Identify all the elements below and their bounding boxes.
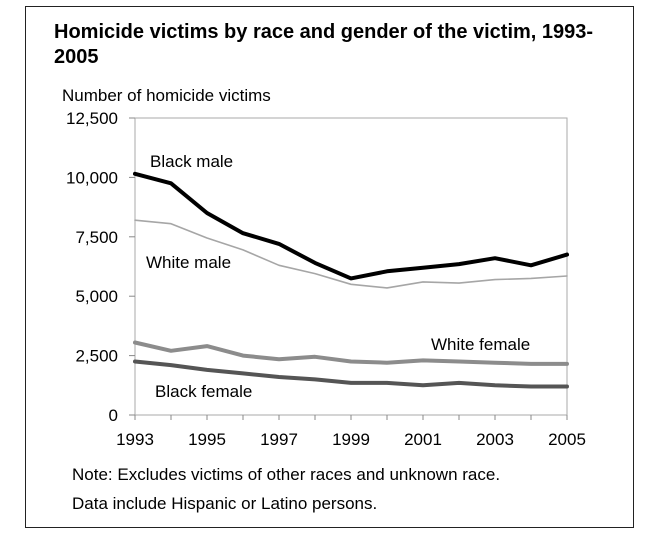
series-line-white-male [134, 219, 568, 289]
x-tick-label: 2001 [404, 430, 442, 449]
series-label-white-female: White female [431, 335, 530, 354]
x-tick-label: 1993 [116, 430, 154, 449]
y-tick-label: 2,500 [75, 347, 118, 366]
y-axis-label: Number of homicide victims [62, 86, 271, 105]
y-tick-label: 10,000 [66, 168, 118, 187]
y-tick-label: 0 [109, 406, 118, 425]
chart-title: Homicide victims by race and gender of t… [54, 21, 594, 68]
x-tick-label: 2003 [476, 430, 514, 449]
x-tick-label: 1995 [188, 430, 226, 449]
x-tick-label: 1997 [260, 430, 298, 449]
note-line-2: Data include Hispanic or Latino persons. [72, 494, 378, 513]
y-tick-label: 7,500 [75, 228, 118, 247]
x-tick-label: 1999 [332, 430, 370, 449]
x-tick-label: 2005 [548, 430, 586, 449]
series-line-white-female [133, 340, 569, 366]
series-label-white-male: White male [146, 253, 231, 272]
y-tick-label: 5,000 [75, 287, 118, 306]
series-label-black-female: Black female [155, 382, 252, 401]
series-line-black-female [133, 359, 569, 389]
series-label-black-male: Black male [150, 152, 233, 171]
y-tick-label: 12,500 [66, 109, 118, 128]
note-line-1: Note: Excludes victims of other races an… [72, 465, 501, 484]
series-line-black-male [133, 171, 569, 281]
